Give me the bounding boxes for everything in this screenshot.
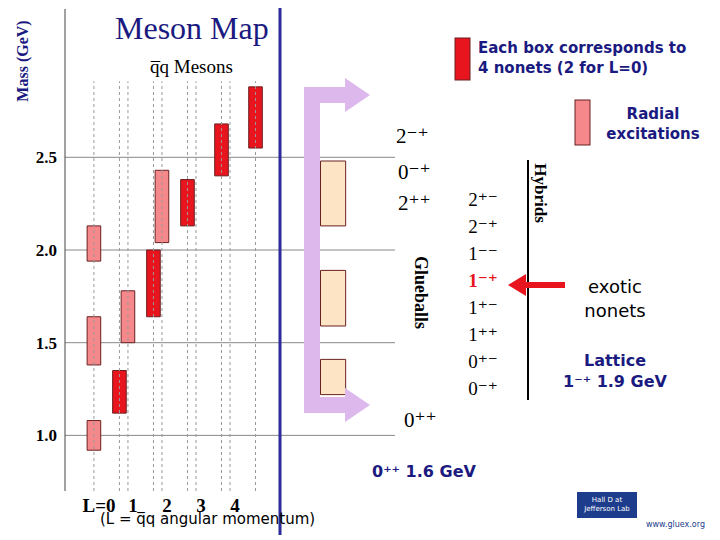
- svg-text:2.0: 2.0: [36, 241, 57, 260]
- svg-text:1.0: 1.0: [36, 426, 57, 445]
- svg-text:2.5: 2.5: [36, 148, 57, 167]
- svg-text:1.5: 1.5: [36, 334, 57, 353]
